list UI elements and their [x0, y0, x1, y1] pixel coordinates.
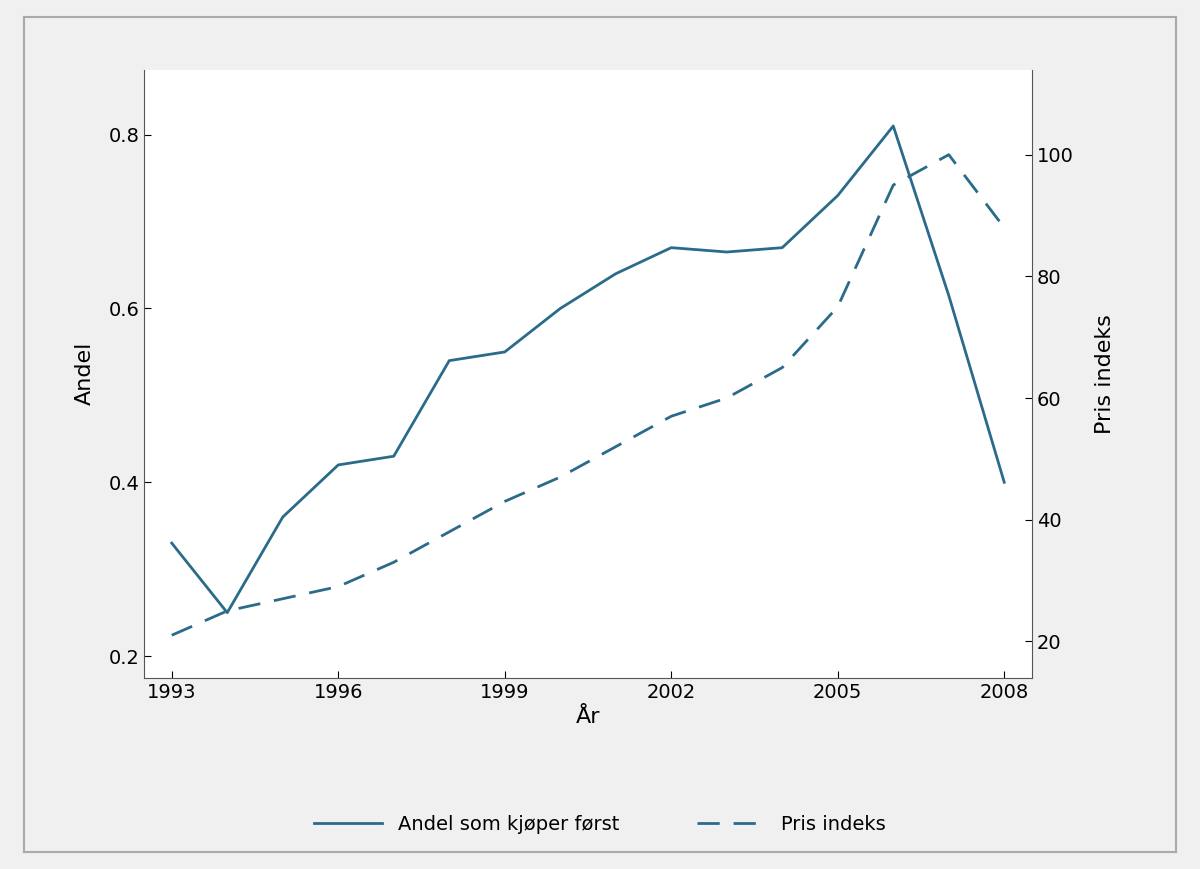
Line: Pris indeks: Pris indeks — [172, 155, 1004, 635]
Pris indeks — [331, 581, 346, 592]
Andel som kjøper først — [997, 477, 1012, 488]
Pris indeks — [608, 441, 623, 452]
Andel som kjøper først — [498, 347, 512, 357]
Andel som kjøper først — [608, 269, 623, 279]
Andel som kjøper først — [276, 512, 290, 522]
X-axis label: År: År — [576, 707, 600, 727]
Pris indeks — [830, 302, 845, 312]
Andel som kjøper først — [942, 290, 956, 301]
Pris indeks — [720, 393, 734, 403]
Pris indeks — [498, 496, 512, 507]
Pris indeks — [997, 222, 1012, 233]
Pris indeks — [276, 594, 290, 604]
Andel som kjøper først — [775, 242, 790, 253]
Andel som kjøper først — [386, 451, 401, 461]
Y-axis label: Pris indeks: Pris indeks — [1094, 314, 1115, 434]
Pris indeks — [942, 149, 956, 160]
Andel som kjøper først — [720, 247, 734, 257]
Pris indeks — [664, 411, 678, 421]
Andel som kjøper først — [830, 190, 845, 201]
Pris indeks — [386, 557, 401, 567]
Andel som kjøper først — [164, 538, 179, 548]
Andel som kjøper først — [331, 460, 346, 470]
Y-axis label: Andel: Andel — [74, 342, 95, 405]
Pris indeks — [220, 606, 234, 616]
Pris indeks — [775, 362, 790, 373]
Andel som kjøper først — [442, 355, 456, 366]
Line: Andel som kjøper først: Andel som kjøper først — [172, 126, 1004, 613]
Legend: Andel som kjøper først, Pris indeks: Andel som kjøper først, Pris indeks — [307, 807, 893, 842]
Pris indeks — [164, 630, 179, 640]
Andel som kjøper først — [664, 242, 678, 253]
Pris indeks — [886, 180, 900, 190]
Pris indeks — [553, 472, 568, 482]
Pris indeks — [442, 527, 456, 537]
Andel som kjøper først — [220, 607, 234, 618]
Andel som kjøper først — [553, 303, 568, 314]
Andel som kjøper først — [886, 121, 900, 131]
